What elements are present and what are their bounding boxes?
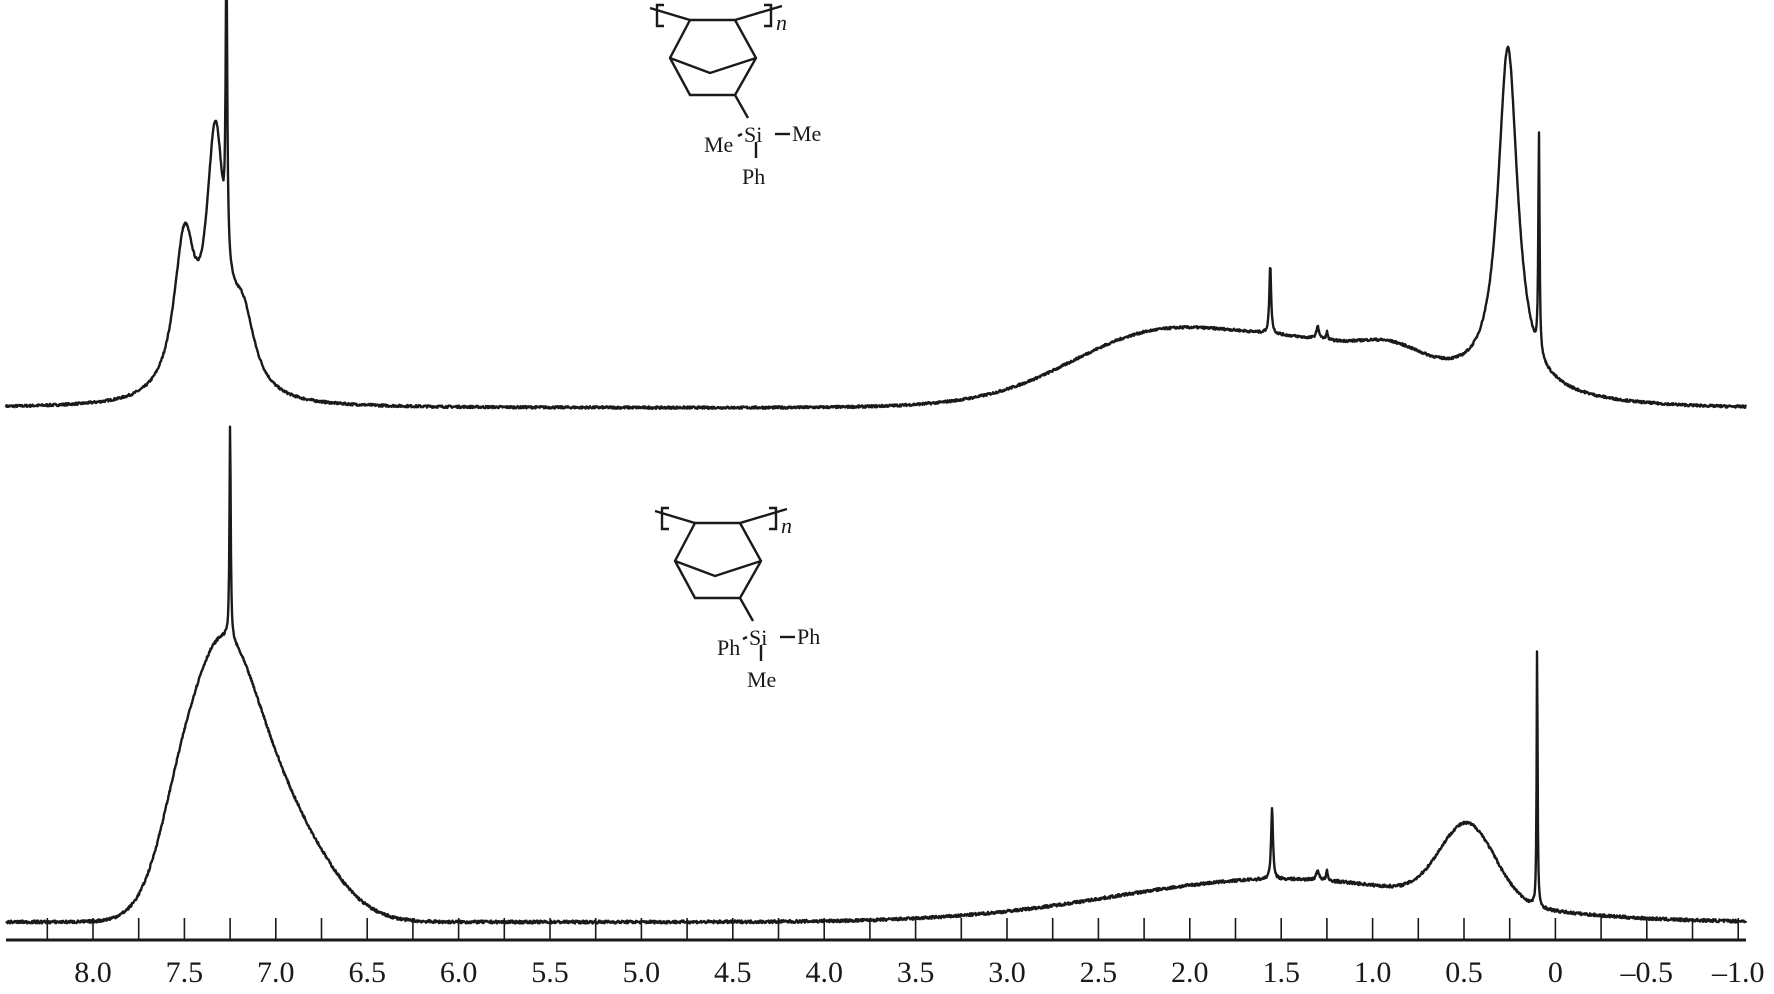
repeat-unit-n: n [781,513,792,538]
si-label: Si [744,122,762,147]
structure-bottom: n Si Ph Ph Me [654,506,820,692]
x-tick-label: –1.0 [1711,956,1765,989]
repeat-unit-n: n [776,10,787,35]
x-tick-label: 0.5 [1445,956,1483,989]
substituent-right: Me [792,121,821,146]
x-tick-label: 2.0 [1171,956,1209,989]
structure-top: n Si Me Me Ph [649,3,821,189]
x-tick-label: 5.0 [623,956,661,989]
spectrum-bottom [5,425,1748,925]
x-tick-label: 1.5 [1262,956,1300,989]
x-tick-label: 2.5 [1080,956,1118,989]
x-tick-label: 5.5 [531,956,569,989]
x-tick-label: 4.5 [714,956,752,989]
x-tick-label: 3.5 [897,956,935,989]
substituent-left: Me [704,132,733,157]
si-label: Si [749,625,767,650]
x-tick-label: 8.0 [74,956,112,989]
spectrum-top [4,0,1748,410]
substituent-right: Ph [797,624,820,649]
substituent-bottom: Me [747,667,776,692]
x-tick-label: 7.5 [166,956,204,989]
x-tick-label: 3.0 [988,956,1026,989]
x-tick-label: 4.0 [805,956,843,989]
x-tick-label: 6.0 [440,956,478,989]
substituent-left: Ph [717,635,740,660]
x-tick-label: 1.0 [1354,956,1392,989]
x-tick-label: –0.5 [1620,956,1674,989]
x-tick-label: 0 [1548,956,1563,989]
x-tick-label: 6.5 [348,956,386,989]
x-tick-label: 7.0 [257,956,295,989]
substituent-bottom: Ph [742,164,765,189]
